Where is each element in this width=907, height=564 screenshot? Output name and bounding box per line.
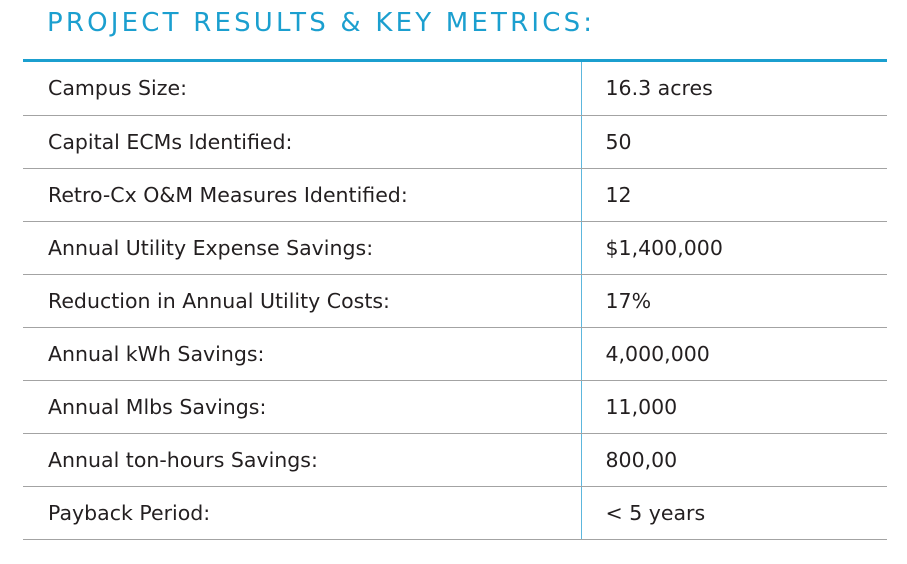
metrics-table: Campus Size: 16.3 acres Capital ECMs Ide… [23, 59, 887, 540]
metric-value: 800,00 [581, 433, 887, 487]
metric-value: 12 [581, 168, 887, 222]
metric-value: $1,400,000 [581, 221, 887, 275]
metric-label: Retro-Cx O&M Measures Identified: [23, 168, 582, 222]
metric-label: Annual Utility Expense Savings: [23, 221, 582, 275]
metric-label: Annual ton-hours Savings: [23, 433, 582, 487]
metric-label: Campus Size: [23, 62, 582, 116]
metric-label: Annual kWh Savings: [23, 327, 582, 381]
table-row: Annual ton-hours Savings: 800,00 [23, 433, 887, 487]
table-row: Reduction in Annual Utility Costs: 17% [23, 274, 887, 328]
metric-label: Payback Period: [23, 486, 582, 540]
metric-value: 16.3 acres [581, 62, 887, 116]
table-row: Annual Utility Expense Savings: $1,400,0… [23, 221, 887, 275]
page-title: PROJECT RESULTS & KEY METRICS: [47, 8, 596, 38]
table-row: Capital ECMs Identified: 50 [23, 115, 887, 169]
metric-value: 11,000 [581, 380, 887, 434]
metric-value: < 5 years [581, 486, 887, 540]
table-top-rule [23, 59, 887, 62]
metric-label: Annual Mlbs Savings: [23, 380, 582, 434]
table-row: Annual kWh Savings: 4,000,000 [23, 327, 887, 381]
metric-label: Reduction in Annual Utility Costs: [23, 274, 582, 328]
metric-value: 50 [581, 115, 887, 169]
table-row: Annual Mlbs Savings: 11,000 [23, 380, 887, 434]
metric-label: Capital ECMs Identified: [23, 115, 582, 169]
metric-value: 17% [581, 274, 887, 328]
table-row: Campus Size: 16.3 acres [23, 62, 887, 116]
table-row: Retro-Cx O&M Measures Identified: 12 [23, 168, 887, 222]
metric-value: 4,000,000 [581, 327, 887, 381]
table-row: Payback Period: < 5 years [23, 486, 887, 540]
